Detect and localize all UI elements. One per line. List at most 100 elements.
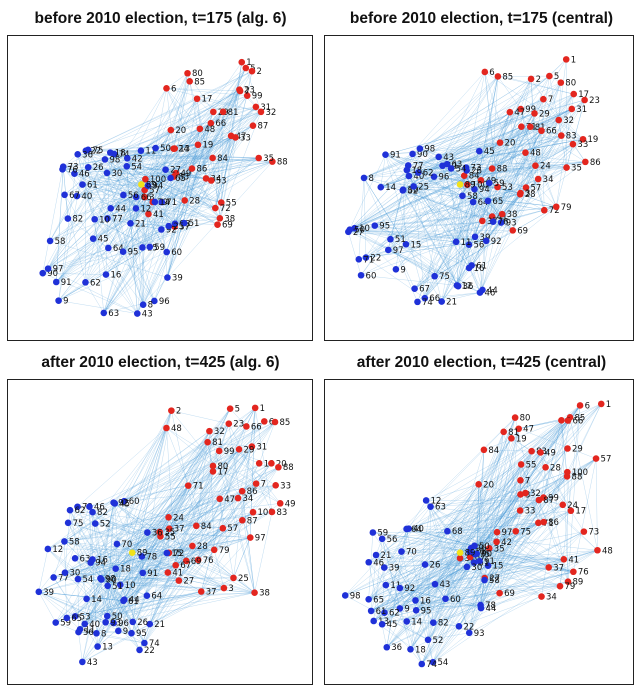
edge-line [154,135,232,302]
edge-line [113,421,265,624]
edge-line [170,157,259,179]
edge-line [74,173,142,185]
node-label: 88 [572,472,583,482]
edge-line [145,178,222,203]
edge-line [466,405,581,568]
edge-line [399,556,471,589]
red-node [562,56,570,63]
edge-line [38,591,108,617]
node-label: 50 [354,226,365,236]
edge-line [384,528,409,613]
edge-line [132,556,143,622]
node-label: 40 [413,525,424,535]
edge-line [174,137,236,227]
edge-line [530,78,539,180]
edge-line [368,522,539,563]
edge-line [417,184,468,302]
blue-node [138,553,146,560]
blue-node [128,629,135,637]
edge-line [79,446,253,630]
blue-node [74,150,81,158]
edge-line [47,548,145,644]
edge-line [543,420,562,498]
edge-line [386,554,476,648]
edge-line [64,549,215,573]
blue-node [74,503,81,511]
node-label: 25 [238,574,249,584]
node-label: 53 [80,612,91,622]
edge-line [82,528,223,663]
blue-node [371,222,379,229]
edge-line [152,106,257,203]
edge-line [77,579,79,633]
edge-line [107,552,133,586]
edge-line [419,75,550,149]
edge-line [375,554,401,589]
edge-line [64,485,276,542]
edge-line [103,178,207,314]
edge-line [499,497,544,594]
edge-line [101,579,255,593]
node-label: 94 [95,559,106,569]
red-node [559,501,567,509]
blue-node [66,506,74,514]
edge-line [456,76,499,286]
edge-line [433,417,516,623]
edge-line [521,126,557,207]
edge-line [373,571,574,622]
edge-line [49,135,232,242]
edge-line [484,71,584,140]
edge-line [155,88,167,149]
edge-line [213,549,225,589]
edge-line [144,450,220,644]
edge-line [166,427,176,566]
edge-line [90,485,276,563]
edge-line [469,522,539,633]
edge-line [484,577,542,597]
blue-node [129,618,137,626]
node-label: 43 [440,580,451,590]
edge-line [113,502,160,533]
node-label: 99 [224,447,235,457]
blue-node [61,538,68,545]
edge-line [462,195,557,208]
edge-line [348,152,526,233]
edge-line [103,223,176,314]
red-node [526,123,534,131]
edge-line [476,417,571,554]
edge-line [174,148,216,209]
edge-line [541,76,550,131]
edge-line [196,525,223,529]
edge-line [406,531,584,622]
edge-line [175,407,256,566]
red-node [564,578,572,586]
edge-line [123,148,174,196]
edge-line [74,173,108,219]
edge-line [455,241,472,266]
edge-line [141,556,255,593]
edge-line [468,135,562,245]
edge-line [87,149,218,225]
edge-line [107,591,202,617]
edge-line [64,572,179,581]
edge-line [47,208,111,269]
node-label: 17 [217,467,228,477]
edge-line [518,420,562,429]
edge-line [381,538,434,623]
edge-line [543,420,569,498]
node-label: 66 [429,294,440,304]
blue-node [100,309,108,317]
node-label: 61 [376,607,387,617]
edge-line [434,531,498,585]
edge-line [173,81,190,149]
red-node [193,95,201,103]
node-label: 38 [224,214,235,224]
edge-line [132,408,231,622]
edge-line [497,76,574,95]
node-label: 20 [175,126,186,136]
red-node [568,105,576,113]
edge-line [74,517,169,617]
edge-line [406,510,521,622]
node-label: 14 [411,617,422,627]
blue-node [120,191,127,199]
